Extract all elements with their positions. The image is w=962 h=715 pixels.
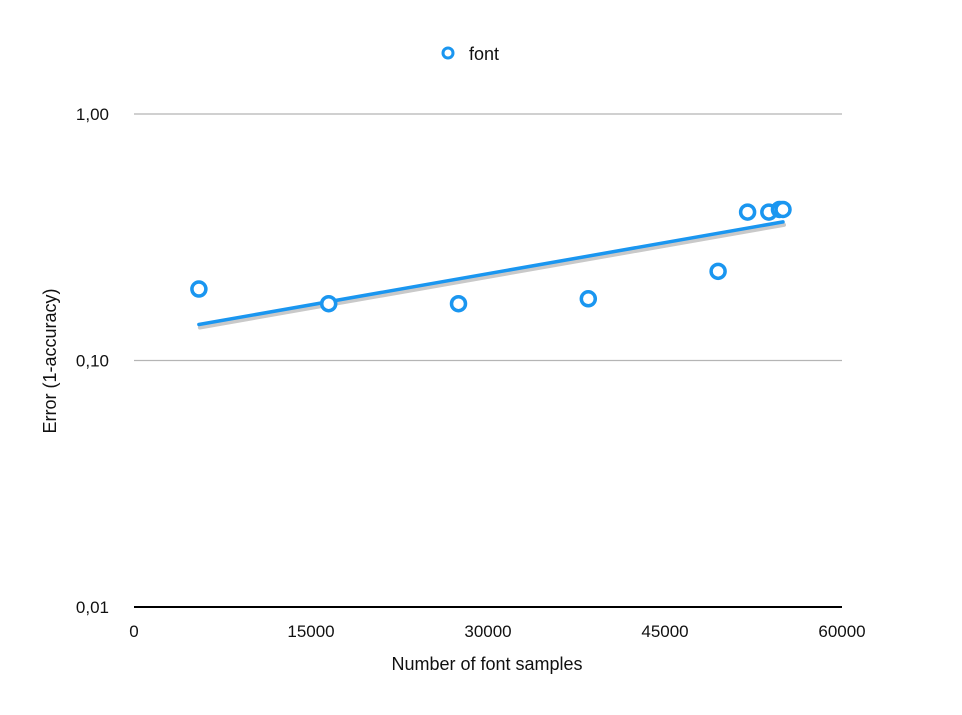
grid-layer [134, 113, 842, 362]
y-axis-title: Error (1-accuracy) [40, 288, 60, 433]
data-point [738, 203, 757, 221]
axis-layer: 0,01 0,10 1,00 0 15000 30000 45000 60000 [76, 105, 866, 641]
trendline [197, 220, 785, 327]
x-tick-label: 0 [129, 622, 138, 641]
data-point [449, 294, 468, 313]
data-point [579, 290, 598, 308]
legend-label-font: font [469, 44, 499, 64]
data-point [709, 262, 727, 281]
legend: font [441, 44, 499, 64]
y-tick-label: 0,10 [76, 352, 109, 371]
data-point [190, 280, 208, 298]
trendline-shadow [197, 222, 786, 330]
x-tick-label: 45000 [641, 622, 688, 641]
x-tick-label: 30000 [464, 622, 511, 641]
x-tick-label: 60000 [818, 622, 865, 641]
data-point [774, 200, 792, 219]
points-layer [190, 200, 792, 313]
x-tick-label: 15000 [287, 622, 334, 641]
x-axis-title: Number of font samples [391, 654, 582, 674]
y-tick-label: 1,00 [76, 105, 109, 124]
trendline-layer [197, 220, 786, 330]
y-tick-label: 0,01 [76, 598, 109, 617]
legend-marker-font [441, 46, 455, 60]
data-point [319, 294, 338, 313]
